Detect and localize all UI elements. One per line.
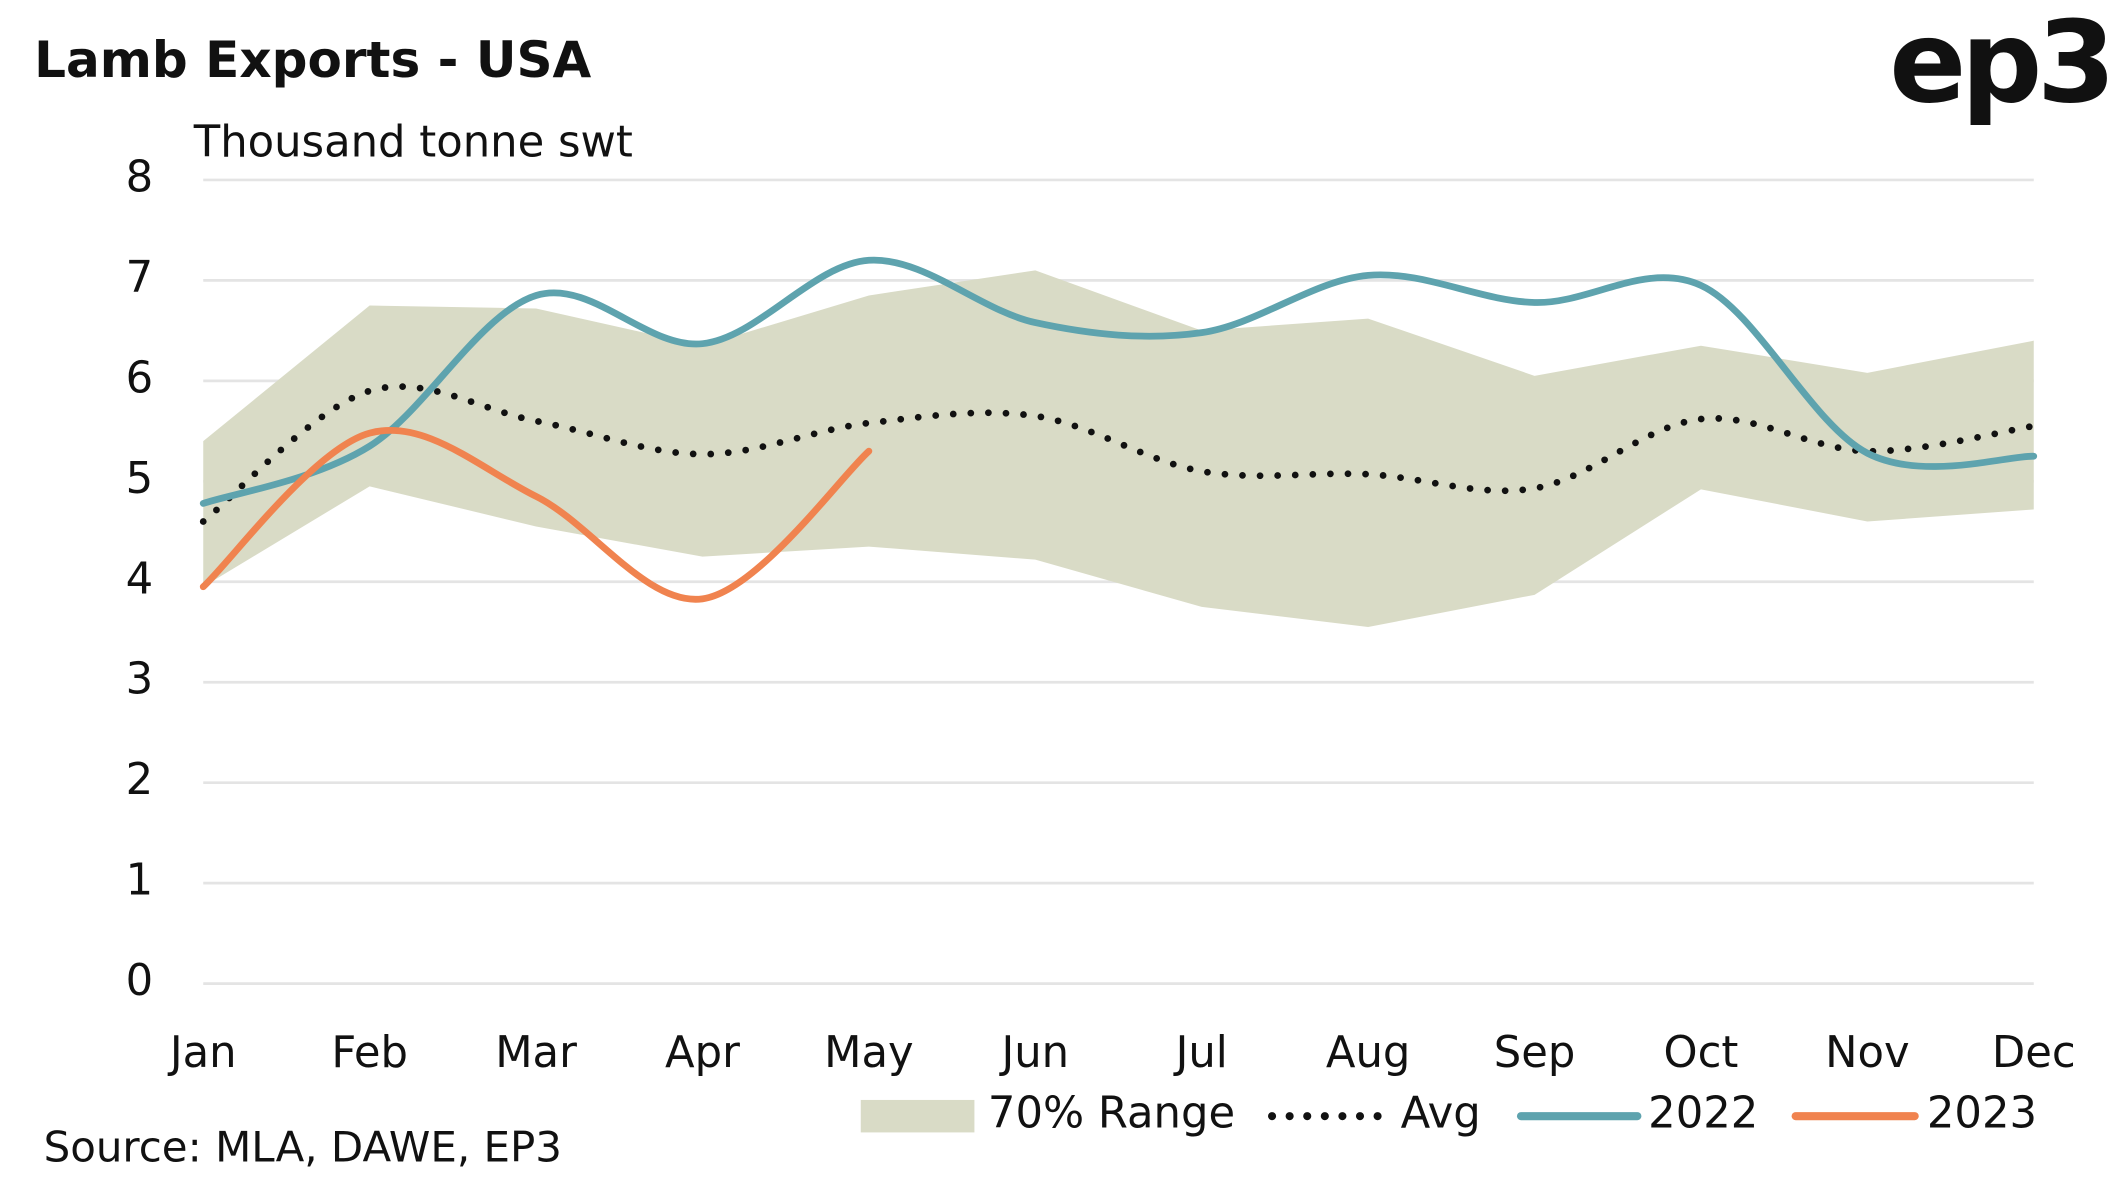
x-tick-label: Nov	[1825, 1028, 1909, 1078]
x-tick-label: Dec	[1992, 1028, 2076, 1078]
y-tick-label: 0	[126, 956, 154, 1006]
x-tick-label: Mar	[495, 1028, 577, 1078]
y-tick-label: 4	[126, 554, 154, 604]
x-tick-label: Jul	[1173, 1028, 1228, 1078]
y-tick-label: 3	[126, 655, 154, 705]
y-tick-label: 7	[126, 253, 154, 303]
logo: ep3	[1889, 0, 2110, 129]
range-band	[203, 270, 2034, 627]
legend-swatch	[860, 1099, 975, 1133]
chart-title: Lamb Exports - USA	[34, 31, 591, 89]
x-tick-label: Sep	[1494, 1028, 1576, 1078]
y-tick-label: 8	[126, 152, 154, 202]
x-tick-label: Aug	[1326, 1028, 1411, 1078]
y-tick-label: 2	[126, 755, 154, 805]
y-axis-label: Thousand tonne swt	[193, 117, 633, 167]
series-line	[199, 383, 2038, 525]
x-tick-label: Feb	[331, 1028, 408, 1078]
x-tick-label: Oct	[1664, 1028, 1739, 1078]
legend-label: 2022	[1648, 1089, 1758, 1139]
series-line	[199, 427, 873, 603]
source: Source: MLA, DAWE, EP3	[44, 1123, 562, 1172]
y-tick-label: 6	[126, 353, 154, 403]
x-tick-label: Apr	[665, 1028, 740, 1078]
x-tick-label: Jan	[167, 1028, 237, 1078]
x-tick-label: May	[824, 1028, 913, 1078]
x-tick-label: Jun	[998, 1028, 1069, 1078]
legend-label: 70% Range	[988, 1089, 1235, 1139]
legend-label: 2023	[1927, 1089, 2037, 1139]
series-line	[199, 256, 2038, 507]
legend-label: Avg	[1401, 1089, 1481, 1139]
y-tick-label: 5	[126, 454, 154, 504]
y-tick-label: 1	[126, 856, 154, 906]
